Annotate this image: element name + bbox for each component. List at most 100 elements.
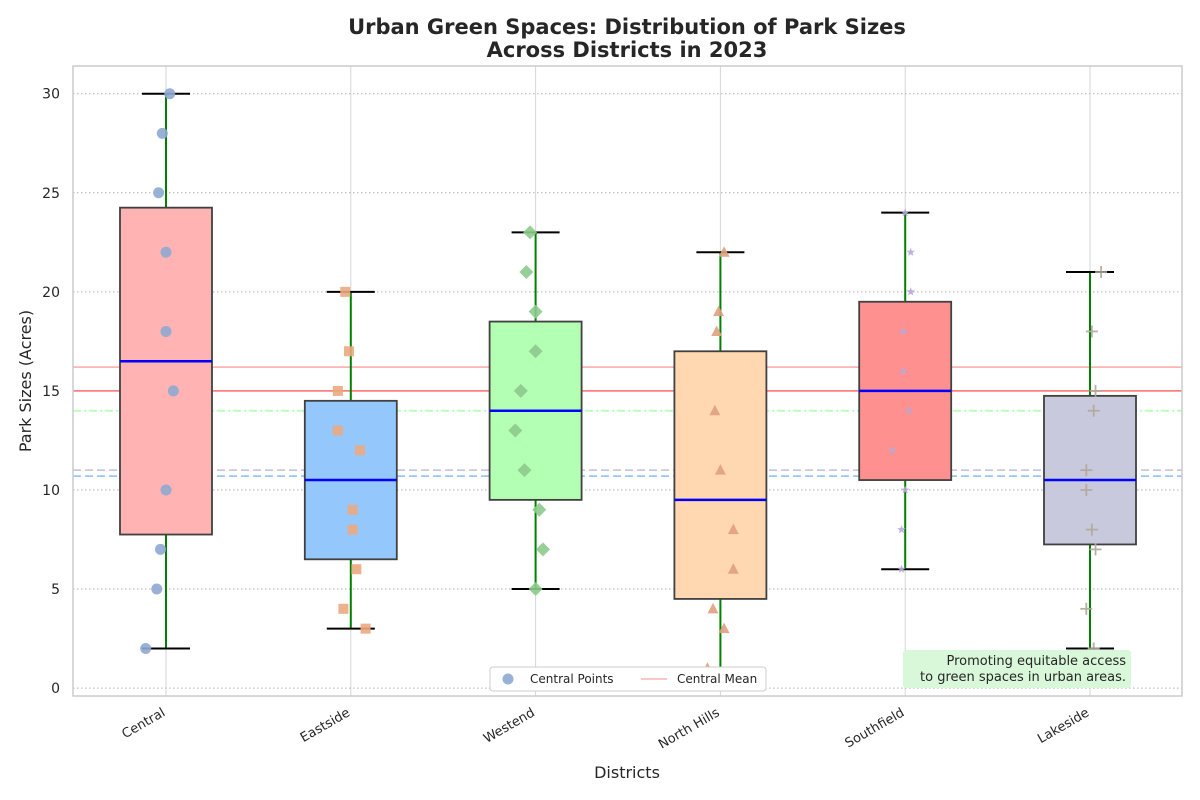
point-marker — [160, 246, 172, 258]
point-marker — [360, 623, 371, 634]
point-marker — [1085, 325, 1098, 338]
point-marker — [528, 582, 543, 597]
point-marker — [160, 484, 172, 496]
box-north-hills — [673, 251, 768, 670]
chart-title-line-1: Urban Green Spaces: Distribution of Park… — [348, 15, 906, 39]
y-tick-label: 0 — [51, 681, 60, 697]
boxes — [119, 92, 1137, 670]
x-tick-label: Lakeside — [1035, 705, 1092, 746]
legend-box — [489, 666, 767, 692]
point-marker — [167, 385, 179, 397]
point-marker — [718, 622, 730, 634]
legend-label-mean: Central Mean — [677, 672, 757, 686]
point-marker — [718, 246, 730, 257]
y-tick-label: 30 — [42, 87, 60, 103]
point-marker — [140, 642, 152, 654]
point-marker — [517, 463, 532, 478]
point-marker — [1080, 602, 1093, 615]
y-tick-label: 15 — [42, 384, 60, 400]
point-marker — [343, 346, 354, 357]
point-marker — [160, 325, 172, 337]
legend: Central Points Central Mean — [489, 666, 767, 692]
grid — [73, 66, 1182, 696]
point-marker — [164, 88, 176, 100]
point-marker — [1095, 266, 1108, 279]
point-marker — [899, 366, 908, 375]
point-marker — [900, 208, 910, 217]
y-tick-label: 20 — [42, 285, 60, 301]
point-marker — [904, 406, 914, 415]
box-eastside — [303, 290, 398, 630]
point-marker — [340, 286, 351, 297]
x-tick-label: Southfield — [843, 705, 908, 751]
point-marker — [332, 425, 343, 436]
chart-title-line-2: Across Districts in 2023 — [487, 38, 768, 62]
point-marker — [888, 445, 897, 454]
point-marker — [707, 602, 719, 614]
y-tick-label: 25 — [42, 186, 60, 202]
point-marker — [154, 543, 166, 555]
box-lakeside — [1043, 271, 1137, 650]
point-marker — [713, 305, 725, 317]
point-marker — [1089, 384, 1102, 397]
point-marker — [347, 504, 358, 515]
point-marker — [532, 502, 547, 517]
point-marker — [714, 464, 726, 475]
point-marker — [535, 542, 550, 557]
y-tick-label: 5 — [51, 582, 60, 598]
point-marker — [151, 583, 163, 595]
point-marker — [727, 523, 739, 535]
point-marker — [899, 327, 908, 336]
annotation-line-2: to green spaces in urban areas. — [920, 670, 1126, 685]
box-body — [119, 206, 213, 536]
box-central — [119, 92, 213, 650]
point-marker — [338, 603, 349, 614]
plot-frame — [72, 65, 1183, 697]
point-marker — [153, 187, 165, 199]
annotation-box — [903, 650, 1131, 688]
point-marker — [523, 225, 538, 240]
box-southfield — [858, 211, 953, 571]
point-marker — [1089, 543, 1102, 556]
point-marker — [1085, 523, 1098, 536]
point-marker — [900, 485, 910, 494]
point-marker — [897, 564, 906, 573]
annotation: Promoting equitable access to green spac… — [903, 650, 1131, 688]
point-marker — [1087, 404, 1100, 417]
y-tick-labels: 0 5 10 15 20 25 30 — [42, 87, 60, 697]
box-westend — [488, 231, 583, 591]
data-points — [140, 88, 1108, 673]
y-tick-label: 10 — [42, 483, 60, 499]
point-marker — [1080, 464, 1093, 477]
point-marker — [528, 304, 543, 319]
x-tick-labels: Central Eastside Westend North Hills Southfi… — [119, 705, 1092, 752]
legend-label-points: Central Points — [530, 672, 614, 686]
point-marker — [727, 563, 739, 574]
point-marker — [711, 325, 723, 336]
x-axis-label: Districts — [594, 763, 660, 782]
point-marker — [906, 287, 915, 296]
point-marker — [709, 404, 721, 416]
mean-lines — [73, 366, 1182, 477]
point-marker — [355, 445, 366, 456]
point-marker — [897, 525, 906, 534]
point-marker — [156, 127, 168, 139]
y-axis-label: Park Sizes (Acres) — [16, 310, 35, 452]
point-marker — [513, 383, 528, 398]
point-marker — [508, 423, 523, 438]
point-marker — [906, 247, 915, 256]
box-body — [673, 350, 768, 600]
x-tick-label: Central — [119, 705, 168, 742]
point-marker — [347, 524, 358, 535]
point-marker — [351, 564, 362, 575]
point-marker — [528, 344, 543, 359]
point-marker — [332, 385, 343, 396]
x-tick-label: North Hills — [656, 705, 722, 752]
annotation-line-1: Promoting equitable access — [946, 654, 1126, 669]
legend-marker — [502, 673, 514, 685]
point-marker — [519, 265, 534, 280]
x-tick-label: Westend — [481, 705, 537, 746]
x-tick-label: Eastside — [298, 705, 353, 745]
